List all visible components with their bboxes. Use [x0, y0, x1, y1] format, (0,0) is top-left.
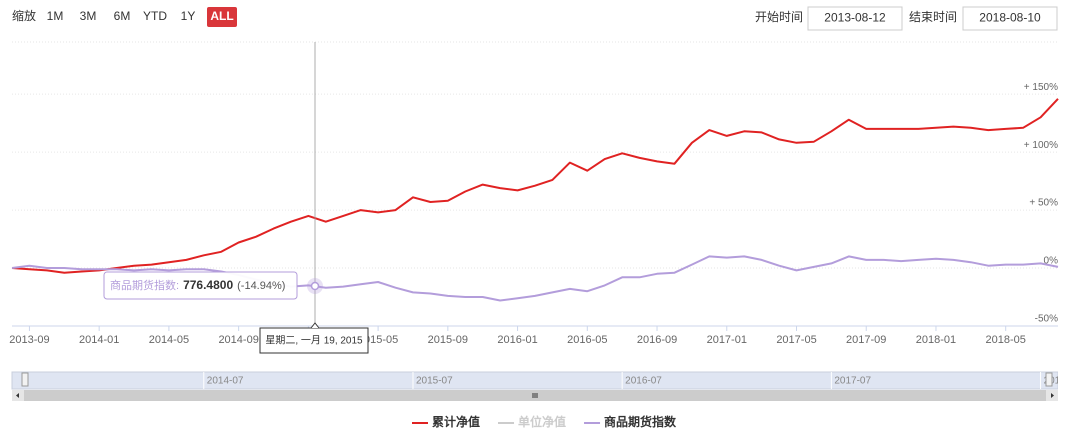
- x-tick-label: 2013-09: [9, 334, 49, 346]
- end-label: 结束时间: [909, 10, 957, 24]
- navigator-handle[interactable]: [1045, 372, 1053, 387]
- end-input[interactable]: [962, 6, 1058, 31]
- navigator-bg: [11, 371, 1059, 390]
- series-line: [11, 98, 1059, 274]
- zoom-label: 缩放: [12, 8, 36, 23]
- range-button-bg[interactable]: [207, 7, 237, 27]
- range-button[interactable]: 3M: [80, 9, 97, 23]
- tooltip-value: 776.4800: [183, 278, 233, 292]
- range-button[interactable]: 1M: [47, 9, 64, 23]
- x-tick-label: 2014-09: [218, 334, 258, 346]
- x-tick-label: 2017-05: [776, 334, 816, 346]
- start-label: 开始时间: [755, 10, 803, 24]
- x-tick-label: 2016-09: [637, 334, 677, 346]
- tooltip-box: [103, 271, 298, 300]
- x-tick-label: 2014-05: [149, 334, 189, 346]
- range-button[interactable]: 1Y: [181, 9, 196, 23]
- tooltip-text: 商品期货指数: 776.4800 (-14.94%): [110, 278, 285, 292]
- date-flag-text: 星期二, 一月 19, 2015: [265, 335, 363, 347]
- plot: -50% 0% + 50% + 100% + 150% 2013-09 2014-01 201…: [9, 41, 1059, 346]
- x-tick-label: 2015-09: [428, 334, 468, 346]
- tooltip-change: (-14.94%): [237, 280, 285, 292]
- y-tick-label: + 150%: [1024, 82, 1058, 93]
- y-tick-label: -50%: [1035, 314, 1058, 325]
- legend-item[interactable]: 商品期货指数: [604, 414, 677, 429]
- navigator-handle[interactable]: [21, 372, 29, 387]
- series-line: [11, 255, 1059, 302]
- x-tick-label: 2016-01: [497, 334, 537, 346]
- legend-item[interactable]: 累计净值: [432, 414, 480, 429]
- top-controls: 缩放 1M 3M 6M YTD 1Y ALL 开始时间 2013-08-12 结束时间 2018-0…: [12, 6, 1058, 31]
- date-flag-tip: [310, 322, 320, 329]
- start-date[interactable]: 2013-08-12: [824, 11, 886, 25]
- start-input[interactable]: [807, 6, 903, 31]
- legend: 累计净值 单位净值 商品期货指数: [412, 414, 677, 429]
- x-tick-label: 2017-09: [846, 334, 886, 346]
- date-flag: [259, 327, 369, 354]
- nav-mask-right: [1058, 370, 1080, 392]
- y-tick-label: 0%: [1044, 256, 1059, 267]
- range-button[interactable]: 6M: [114, 9, 131, 23]
- scroll-arrow-right: [1051, 393, 1054, 398]
- legend-item[interactable]: 单位净值: [518, 414, 566, 429]
- navigator-label: 2014-07: [207, 376, 244, 387]
- range-button[interactable]: YTD: [143, 9, 167, 23]
- x-tick-label: 2018-01: [916, 334, 956, 346]
- tooltip-layer: 商品期货指数: 776.4800 (-14.94%) 星期二, 一月 19, 2015: [103, 42, 369, 354]
- y-tick-label: + 50%: [1029, 198, 1058, 209]
- range-button[interactable]: ALL: [210, 9, 233, 23]
- tooltip-label: 商品期货指数:: [110, 278, 179, 292]
- end-date[interactable]: 2018-08-10: [979, 11, 1041, 25]
- navigator-label: 2015-07: [416, 376, 453, 387]
- x-tick-label: 2014-01: [79, 334, 119, 346]
- x-tick-label: 2016-05: [567, 334, 607, 346]
- scroll-arrow-left: [16, 393, 19, 398]
- navigator-label: 2017-07: [834, 376, 871, 387]
- navigator-label: 2016-07: [625, 376, 662, 387]
- x-tick-label: 2017-01: [707, 334, 747, 346]
- y-tick-label: + 100%: [1024, 140, 1058, 151]
- x-tick-label: 2018-05: [986, 334, 1026, 346]
- hover-point: [310, 281, 320, 291]
